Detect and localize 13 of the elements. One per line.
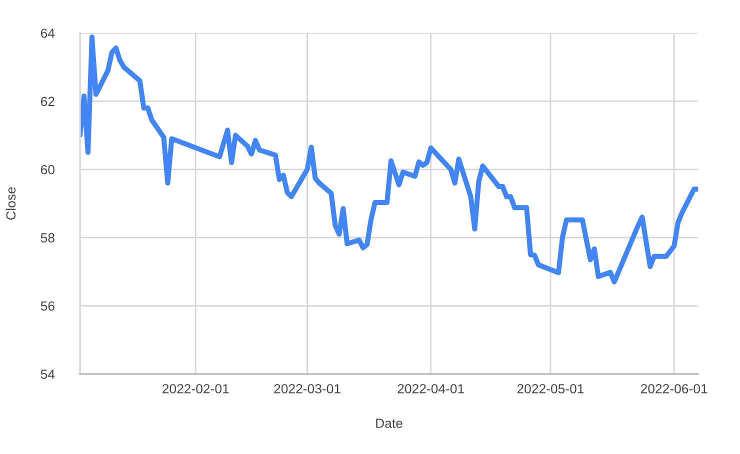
- x-tick-label: 2022-03-01: [274, 384, 340, 394]
- x-tick-label: 2022-02-01: [162, 384, 229, 394]
- x-tick-label: 2022-04-01: [398, 384, 464, 394]
- y-tick-label: 56: [40, 301, 54, 311]
- x-tick-label: 2022-06-01: [641, 384, 708, 394]
- y-tick-label: 62: [40, 96, 54, 106]
- y-tick-label: 54: [40, 370, 55, 379]
- x-tick-label: 2022-05-01: [517, 384, 584, 394]
- y-tick-label: 64: [40, 28, 55, 38]
- y-axis-title: Close: [6, 187, 16, 220]
- x-axis-title: Date: [376, 418, 402, 428]
- y-tick-label: 60: [40, 164, 54, 174]
- y-tick-label: 58: [40, 233, 54, 243]
